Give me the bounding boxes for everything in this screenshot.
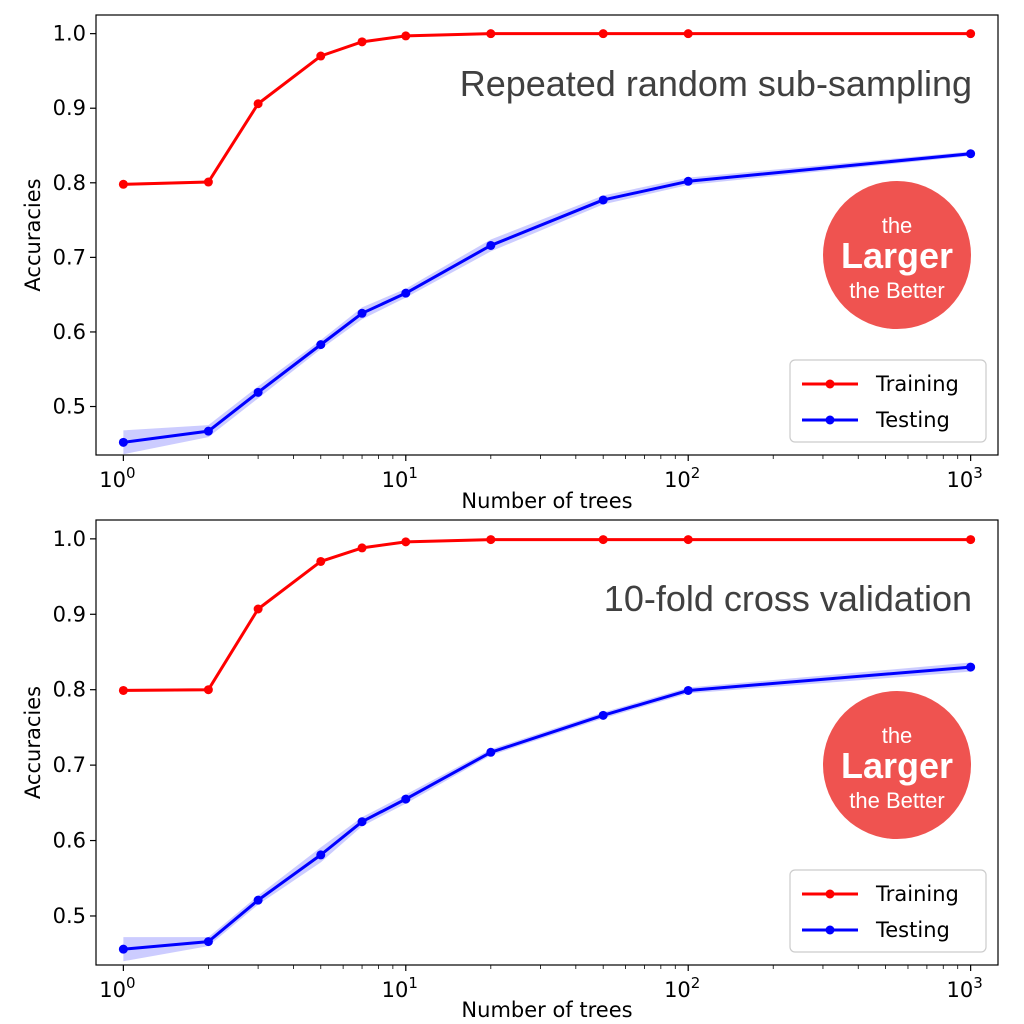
series-line-training <box>123 32 971 186</box>
x-axis-label: Number of trees <box>461 489 632 513</box>
series-point-testing <box>357 817 367 827</box>
series-point-testing <box>203 937 213 947</box>
badge-text-top: the <box>882 723 913 748</box>
series-point-training <box>253 99 263 109</box>
y-tick-label: 0.7 <box>53 245 86 269</box>
series-point-testing <box>316 850 326 860</box>
legend-label-testing: Testing <box>875 918 950 942</box>
series-point-testing <box>966 662 976 672</box>
series-point-training <box>598 535 608 545</box>
legend-label-training: Training <box>875 882 959 906</box>
plot-frame <box>95 519 999 966</box>
series-point-testing <box>253 387 263 397</box>
x-tick-label: 103 <box>946 464 982 492</box>
series-point-training <box>683 535 693 545</box>
y-tick-label: 0.5 <box>53 904 86 928</box>
series-point-testing <box>966 149 976 159</box>
badge-text-top: the <box>882 213 913 238</box>
badge-circle <box>823 181 971 329</box>
y-tick-label: 0.8 <box>53 171 86 195</box>
x-tick-label: 100 <box>99 464 135 492</box>
y-axis-label: Accuracies <box>21 178 45 291</box>
series-point-training <box>357 543 367 553</box>
series-point-training <box>316 556 326 566</box>
legend-marker-testing <box>825 925 835 935</box>
series-band-training <box>123 33 971 186</box>
series-point-testing <box>683 176 693 186</box>
series-point-testing <box>357 308 367 318</box>
legend-marker-training <box>825 379 835 389</box>
series-point-training <box>966 535 976 545</box>
series-point-testing <box>401 288 411 298</box>
series-point-testing <box>486 747 496 757</box>
legend-label-training: Training <box>875 372 959 396</box>
series-line-testing <box>123 152 971 444</box>
badge-circle <box>823 691 971 839</box>
series-point-training <box>253 604 263 614</box>
legend-marker-testing <box>825 415 835 425</box>
y-tick-label: 0.8 <box>53 678 86 702</box>
series-point-testing <box>118 437 128 447</box>
x-tick-label: 101 <box>382 464 418 492</box>
series-point-training <box>203 177 213 187</box>
series-point-training <box>683 29 693 39</box>
series-point-testing <box>683 685 693 695</box>
legend-marker-training <box>825 889 835 899</box>
chart-annotation: Repeated random sub-sampling <box>460 63 972 104</box>
series-point-training <box>118 179 128 189</box>
y-tick-label: 0.6 <box>53 320 86 344</box>
legend: Training Testing <box>789 359 987 443</box>
y-tick-label: 1.0 <box>53 22 86 46</box>
series-point-training <box>357 37 367 47</box>
plot-frame <box>95 14 999 456</box>
series-point-testing <box>118 944 128 954</box>
chart-panel-2: 0.5 0.6 0.7 0.8 0.9 1.0 100 101 102 103 Number of … <box>21 519 999 1022</box>
y-tick-label: 0.6 <box>53 829 86 853</box>
series-point-testing <box>253 895 263 905</box>
series-point-testing <box>203 426 213 436</box>
series-point-testing <box>598 710 608 720</box>
y-tick-label: 1.0 <box>53 527 86 551</box>
y-tick-label: 0.7 <box>53 753 86 777</box>
chart-annotation: 10-fold cross validation <box>604 578 972 619</box>
series-point-testing <box>401 794 411 804</box>
series-point-training <box>966 29 976 39</box>
legend: Training Testing <box>789 869 987 953</box>
y-axis-label: Accuracies <box>21 686 45 799</box>
series-point-training <box>401 537 411 547</box>
x-axis-label: Number of trees <box>461 998 632 1022</box>
series-line-training <box>123 538 971 692</box>
series-point-training <box>203 685 213 695</box>
x-tick-label: 103 <box>946 974 982 1002</box>
x-tick-label: 100 <box>99 974 135 1002</box>
x-tick-label: 102 <box>664 974 700 1002</box>
series-point-training <box>401 31 411 41</box>
series-point-training <box>486 535 496 545</box>
badge-text-bottom: the Better <box>849 788 944 813</box>
badge-text-bottom: the Better <box>849 278 944 303</box>
y-tick-label: 0.9 <box>53 96 86 120</box>
series-point-training <box>598 29 608 39</box>
badge-text-main: Larger <box>841 745 953 786</box>
series-point-testing <box>316 340 326 350</box>
x-tick-label: 102 <box>664 464 700 492</box>
series-point-testing <box>598 195 608 205</box>
legend-label-testing: Testing <box>875 408 950 432</box>
y-tick-label: 0.9 <box>53 602 86 626</box>
series-point-training <box>316 51 326 61</box>
x-tick-label: 101 <box>382 974 418 1002</box>
series-point-training <box>118 685 128 695</box>
series-line-testing <box>123 665 971 951</box>
y-tick-label: 0.5 <box>53 395 86 419</box>
badge-text-main: Larger <box>841 235 953 276</box>
chart-panel-1: 0.5 0.6 0.7 0.8 0.9 1.0 100 101 102 103 Number of … <box>21 14 999 513</box>
series-point-testing <box>486 240 496 250</box>
series-point-training <box>486 29 496 39</box>
